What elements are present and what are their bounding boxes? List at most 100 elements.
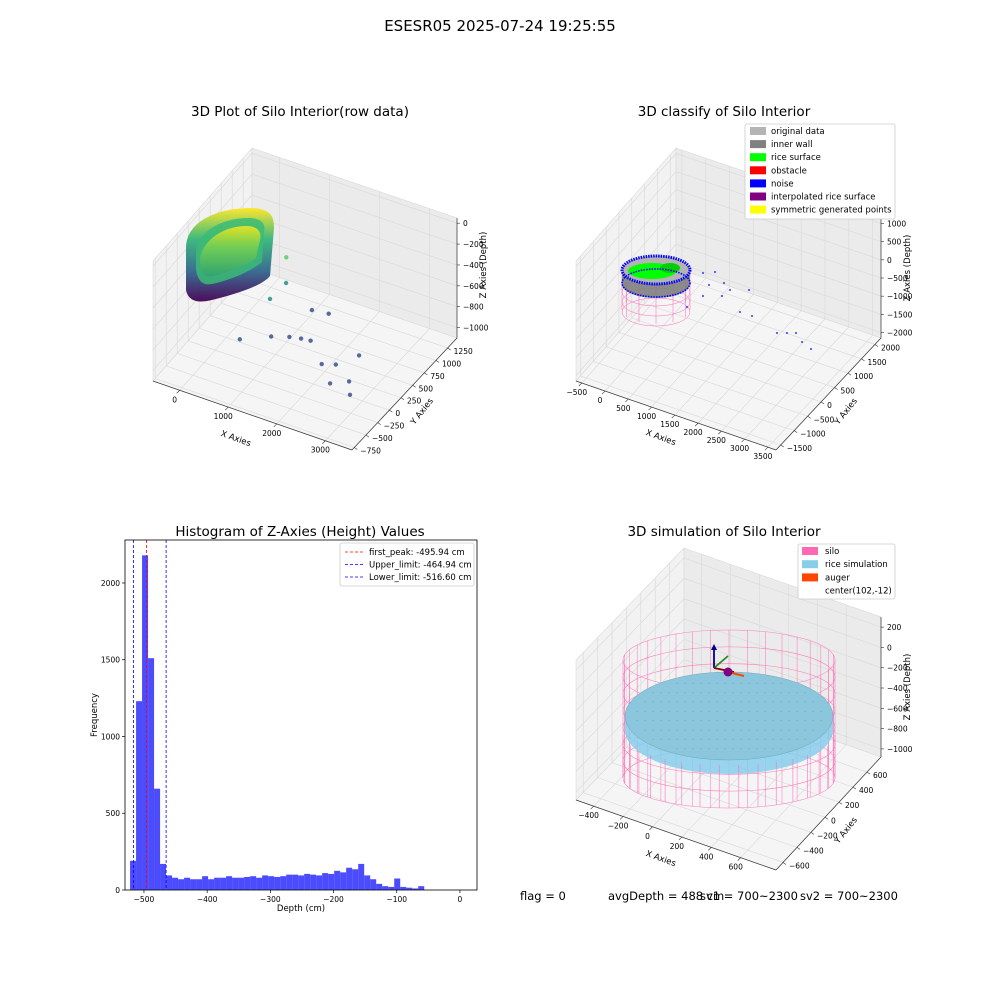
y-tick-mark [447, 347, 451, 351]
legend-swatch [802, 560, 818, 569]
histogram-bar [364, 875, 371, 890]
rice-mesh-dot [692, 720, 694, 722]
rice-mesh-dot [780, 710, 782, 712]
rice-mesh-dot [788, 692, 790, 694]
rice-mesh-dot [764, 720, 766, 722]
x-tick-label: 1500 [660, 420, 679, 429]
raw-point [327, 381, 333, 386]
floor-grid-y [243, 277, 448, 349]
rice-mesh-dot [724, 738, 726, 740]
raw-point [309, 307, 315, 313]
y-tick-label: −1500 [787, 444, 813, 453]
y-tick-label: −400 [803, 846, 824, 855]
rice-mesh-dot [716, 701, 718, 703]
wall-grid-z [575, 244, 882, 358]
rice-mesh-dot [708, 682, 710, 684]
floor-grid-y [618, 332, 822, 403]
rice-mesh-dot [820, 710, 822, 712]
floor-grid-y [177, 353, 378, 423]
rice-mesh-dot [668, 692, 670, 694]
rice-mesh-dot [692, 701, 694, 703]
rice-mesh-dot [692, 729, 694, 731]
rice-mesh-dot [740, 729, 742, 731]
rice-simulation-surface [624, 671, 834, 761]
wall-grid-z [575, 225, 882, 340]
y-tick-label: 250 [407, 397, 422, 406]
histogram-bar [418, 886, 425, 890]
y-tick-mark [866, 771, 871, 775]
x-tick-mark [649, 826, 653, 830]
histogram-bar [310, 874, 317, 890]
rice-mesh-dot [764, 748, 766, 750]
floor-grid-x [697, 310, 802, 424]
y-tick-mark [847, 372, 852, 376]
rice-mesh-dot [756, 701, 758, 703]
rice-mesh-dot [684, 738, 686, 740]
rice-mesh-dot [724, 729, 726, 731]
rice-mesh-dot [676, 720, 678, 722]
simulation-silo-wireframe [622, 629, 836, 809]
raw-point [284, 255, 289, 260]
cylinder-front-band [200, 226, 261, 277]
legend-label: silo [825, 547, 839, 557]
rice-mesh-dot [684, 720, 686, 722]
rice-mesh-dot [748, 720, 750, 722]
floor-grid-x [228, 294, 330, 408]
center-marker [723, 667, 733, 677]
rice-mesh-dot [740, 748, 742, 750]
rice-mesh-dot [756, 729, 758, 731]
floor-grid-x [767, 334, 873, 448]
x-tick-label: 3000 [730, 444, 749, 453]
legend-swatch [750, 179, 766, 188]
raw-point [269, 334, 274, 339]
rice-mesh-dot [668, 729, 670, 731]
floor-grid-y [657, 288, 862, 360]
rice-mesh-dot [740, 710, 742, 712]
noise-point [739, 311, 741, 313]
x-tick-mark [225, 406, 229, 411]
x-tick-mark [741, 438, 745, 443]
x-tick-label: 2000 [684, 428, 703, 437]
noise-point [748, 289, 750, 291]
noise-point [786, 332, 788, 334]
y-tick-mark [874, 344, 879, 347]
rice-mesh-dot [652, 720, 654, 722]
histogram-bar [220, 877, 227, 890]
floor-grid-y [583, 792, 784, 863]
histogram-frame [124, 539, 478, 891]
x-tick-label: −100 [386, 895, 407, 904]
histogram-bar [346, 867, 353, 890]
x-tick-mark [764, 446, 769, 451]
histogram-legend: first_peak: -495.94 cm Upper_limit: -464.… [339, 542, 475, 587]
x-tick-label: −200 [608, 821, 629, 830]
y-tick-label: 2000 [101, 579, 120, 588]
rice-mesh-dot [716, 692, 718, 694]
rice-mesh-dot [804, 692, 806, 694]
z-tick-label: −1000 [887, 745, 913, 754]
z-tick-label: −400 [463, 261, 484, 270]
histogram-bar [340, 872, 347, 890]
rice-mesh-dot [684, 748, 686, 750]
floor-grid-x [628, 286, 730, 400]
rice-mesh-dot [700, 682, 702, 684]
rice-mesh-dot [668, 701, 670, 703]
rice-mesh-dot [788, 710, 790, 712]
noise-point [714, 271, 716, 273]
noise-ring-top [620, 254, 692, 286]
rice-mesh-dot [660, 701, 662, 703]
classify-cylinder [620, 254, 692, 327]
noise-point [721, 295, 723, 297]
panel-raw-title: 3D Plot of Silo Interior(row data) [191, 104, 409, 120]
floor-grid-x [604, 277, 707, 392]
rice-mesh-dot [812, 729, 814, 731]
rice-mesh-dot [812, 701, 814, 703]
z-tick-label: −800 [887, 725, 908, 734]
rice-mesh-dot [708, 729, 710, 731]
panel-raw-data: 3D Plot of Silo Interior(row data) 0 1000… [152, 104, 489, 456]
rice-mesh-dot [732, 738, 734, 740]
y-tick-mark [796, 847, 801, 850]
y-arrow [713, 655, 729, 669]
legend-label: first_peak: -495.94 cm [369, 548, 465, 558]
y-tick-mark [424, 372, 428, 376]
legend-label: auger [825, 573, 850, 583]
